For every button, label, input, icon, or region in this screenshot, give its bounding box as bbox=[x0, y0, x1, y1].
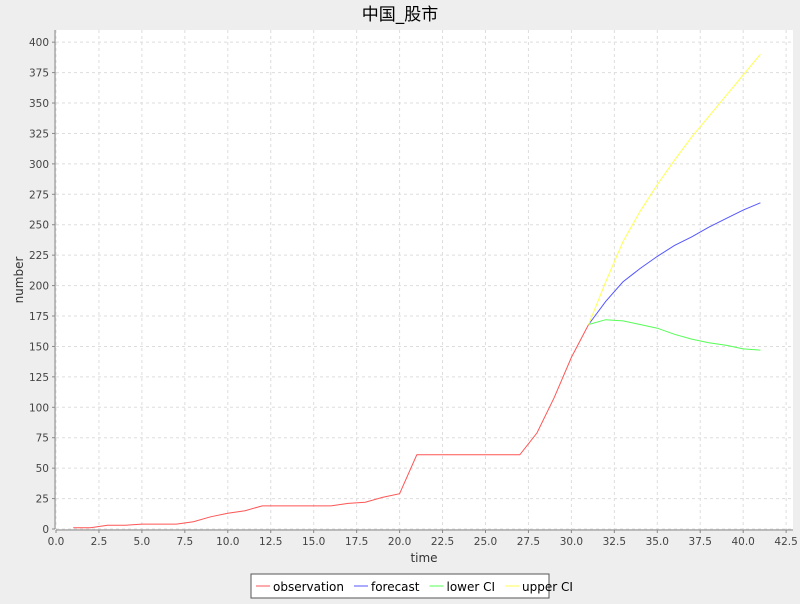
y-tick-label: 25 bbox=[36, 494, 49, 506]
y-tick-label: 175 bbox=[29, 311, 49, 323]
y-tick-label: 100 bbox=[29, 402, 49, 414]
series-line-observation bbox=[73, 324, 590, 529]
y-tick-label: 50 bbox=[36, 463, 49, 475]
y-tick-label: 250 bbox=[29, 220, 49, 232]
series-line-upper-ci bbox=[588, 53, 761, 325]
x-tick-label: 20.0 bbox=[388, 536, 411, 548]
x-tick-layer: 0.0 2.5 5.0 7.5 10.0 12.5 15.0 17.5 20.0 22.5 25.0… bbox=[48, 530, 798, 548]
y-tick-label: 350 bbox=[29, 98, 49, 110]
grid-layer bbox=[55, 30, 793, 530]
x-tick-label: 15.0 bbox=[302, 536, 325, 548]
x-tick-label: 12.5 bbox=[259, 536, 282, 548]
y-tick-label: 225 bbox=[29, 250, 49, 262]
legend-label-observation: observation bbox=[273, 580, 344, 594]
chart-title: 中国_股市 bbox=[362, 5, 439, 25]
legend-label-upper-ci: upper CI bbox=[522, 580, 573, 594]
legend-box bbox=[250, 573, 550, 599]
y-tick-label: 200 bbox=[29, 281, 49, 293]
y-tick-layer: 0 25 50 75 100 125 150 175 200 225 250 275 300 325 350… bbox=[29, 37, 55, 536]
axis-layer bbox=[54, 30, 793, 531]
x-tick-label: 0.0 bbox=[48, 536, 65, 548]
y-tick-label: 275 bbox=[29, 189, 49, 201]
series-line-forecast bbox=[588, 202, 761, 325]
x-tick-label: 27.5 bbox=[517, 536, 540, 548]
x-tick-label: 5.0 bbox=[134, 536, 151, 548]
x-tick-label: 10.0 bbox=[216, 536, 239, 548]
series-line-lower-ci bbox=[588, 319, 761, 351]
x-tick-label: 22.5 bbox=[431, 536, 454, 548]
legend: observation forecast lower CI upper CI bbox=[250, 573, 573, 599]
y-tick-label: 75 bbox=[36, 433, 49, 445]
x-tick-label: 32.5 bbox=[603, 536, 626, 548]
x-tick-label: 30.0 bbox=[560, 536, 583, 548]
y-tick-label: 375 bbox=[29, 68, 49, 80]
x-tick-label: 35.0 bbox=[646, 536, 669, 548]
y-tick-label: 300 bbox=[29, 159, 49, 171]
legend-items: observation forecast lower CI upper CI bbox=[256, 580, 573, 594]
x-tick-label: 40.0 bbox=[731, 536, 754, 548]
legend-label-lower-ci: lower CI bbox=[447, 580, 496, 594]
x-tick-label: 2.5 bbox=[91, 536, 108, 548]
y-tick-label: 125 bbox=[29, 372, 49, 384]
x-tick-label: 42.5 bbox=[774, 536, 797, 548]
y-tick-label: 0 bbox=[42, 524, 49, 536]
y-tick-label: 400 bbox=[29, 37, 49, 49]
x-tick-label: 7.5 bbox=[176, 536, 193, 548]
legend-label-forecast: forecast bbox=[371, 580, 420, 594]
y-tick-label: 325 bbox=[29, 128, 49, 140]
x-tick-label: 37.5 bbox=[689, 536, 712, 548]
y-tick-label: 150 bbox=[29, 341, 49, 353]
x-tick-label: 17.5 bbox=[345, 536, 368, 548]
x-axis-label: time bbox=[410, 551, 437, 565]
x-tick-label: 25.0 bbox=[474, 536, 497, 548]
series-layer bbox=[73, 53, 761, 529]
plot-area bbox=[56, 30, 793, 529]
y-axis-label: number bbox=[12, 257, 26, 304]
